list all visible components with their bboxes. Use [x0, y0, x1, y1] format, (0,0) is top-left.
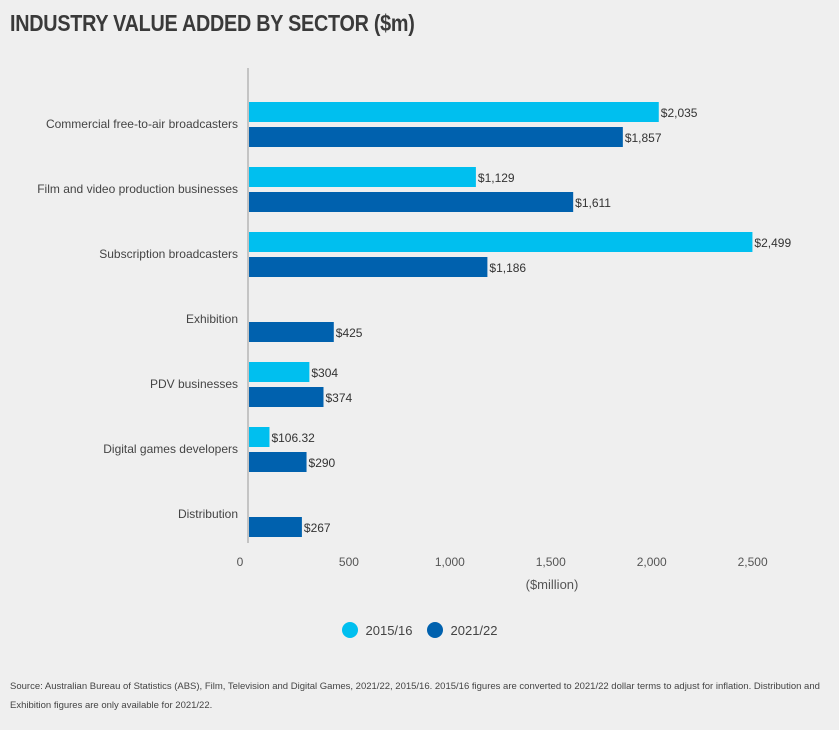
legend-swatch-2021-22 [426, 622, 443, 638]
data-label: $1,857 [625, 131, 662, 145]
category-label: Film and video production businesses [37, 182, 238, 196]
data-label: $1,611 [575, 196, 611, 210]
data-label: $304 [311, 366, 338, 380]
category-label: Subscription broadcasters [99, 247, 238, 261]
bar-2021-22 [249, 517, 302, 537]
bar-chart: 0 500 1,000 1,500 2,000 2,500 ($million) Commer… [37, 68, 791, 592]
category-label: PDV businesses [150, 377, 238, 391]
chart-title: INDUSTRY VALUE ADDED BY SECTOR ($m) [10, 10, 415, 36]
x-tick-label: 1,500 [536, 555, 566, 569]
bar-2015-16 [249, 232, 753, 252]
bar-2015-16 [249, 102, 659, 122]
legend-label-2021-22: 2021/22 [450, 622, 498, 638]
x-tick-label: 1,000 [435, 555, 465, 569]
data-label: $425 [336, 326, 363, 340]
x-tick-label: 500 [339, 555, 359, 569]
data-label: $374 [325, 391, 352, 405]
category-label: Commercial free-to-air broadcasters [46, 117, 238, 131]
x-axis-title: ($million) [526, 577, 579, 592]
legend-item-2015-16[interactable]: 2015/16 [341, 622, 413, 638]
data-label: $2,499 [754, 236, 791, 250]
bar-2015-16 [249, 167, 476, 187]
legend-swatch-2015-16 [341, 622, 358, 638]
data-label: $290 [309, 456, 336, 470]
bar-2021-22 [249, 452, 307, 472]
legend-item-2021-22[interactable]: 2021/22 [426, 622, 498, 638]
x-tick-label: 0 [237, 555, 244, 569]
category-label: Distribution [178, 507, 238, 521]
x-tick-label: 2,000 [637, 555, 667, 569]
bar-2021-22 [249, 127, 623, 147]
bar-2015-16 [249, 427, 270, 447]
data-label: $106.32 [271, 431, 315, 445]
legend-label-2015-16: 2015/16 [365, 622, 413, 638]
data-label: $1,186 [489, 261, 526, 275]
source-note: Source: Australian Bureau of Statistics … [10, 681, 820, 711]
category-label: Exhibition [186, 312, 238, 326]
data-label: $267 [304, 521, 331, 535]
bar-2021-22 [249, 257, 488, 277]
x-tick-label: 2,500 [738, 555, 768, 569]
bar-2021-22 [249, 192, 574, 212]
bar-2021-22 [249, 322, 334, 342]
data-label: $2,035 [661, 106, 698, 120]
bar-2015-16 [249, 362, 310, 382]
category-label: Digital games developers [103, 442, 238, 456]
chart-legend: 2015/16 2021/22 [0, 622, 839, 638]
data-label: $1,129 [478, 171, 515, 185]
bar-2021-22 [249, 387, 324, 407]
